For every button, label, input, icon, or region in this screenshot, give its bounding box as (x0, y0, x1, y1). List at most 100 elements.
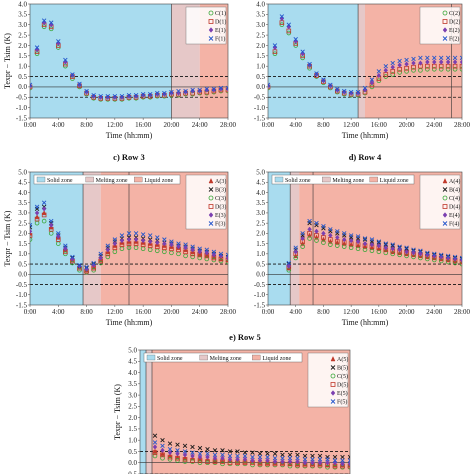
legend-marker (442, 36, 448, 41)
point-f4 (404, 245, 409, 250)
panel-b: -1.5 -1.0 -0.5 0.0 0.5 1.0 1.5 2.0 2.5 3.0 3.5 4.0 0… (254, 0, 471, 140)
series-legend-box (307, 352, 349, 408)
point-e4 (355, 238, 361, 245)
point-f5 (175, 448, 180, 453)
point-e4 (328, 232, 333, 239)
point-a5 (175, 454, 180, 460)
point-f1 (56, 39, 61, 44)
point-e5 (280, 458, 285, 465)
zone-legend-label: Melting zone (332, 178, 364, 184)
x-tick-label: 20:00 (163, 308, 179, 316)
point-f4 (307, 218, 312, 224)
point-f5 (332, 458, 338, 463)
point-b5 (197, 445, 203, 451)
point-b5 (265, 451, 270, 456)
point-e3 (30, 228, 33, 235)
y-tick-label: 2.5 (256, 219, 265, 227)
point-f1 (77, 81, 82, 87)
solid-zone-band (140, 350, 146, 474)
point-f4 (348, 233, 354, 238)
x-axis-label: Time (hh:mm) (106, 318, 153, 327)
point-f3 (162, 237, 167, 242)
series-legend-label: D(3) (215, 204, 226, 211)
point-e3 (162, 240, 167, 247)
point-e3 (183, 245, 188, 251)
point-f3 (155, 235, 160, 240)
legend-marker (442, 204, 448, 209)
point-e5 (212, 455, 218, 461)
legend-marker (442, 187, 448, 192)
y-tick-label: 0.5 (18, 73, 27, 81)
point-f2 (445, 55, 451, 61)
point-c4 (459, 261, 462, 267)
point-f2 (362, 85, 368, 91)
series-legend: A(3) B(3)C(3) D(3)E(3) F(3) (185, 174, 226, 230)
point-f3 (91, 260, 96, 266)
point-f2 (390, 60, 395, 66)
zone-legend-swatch (274, 176, 284, 183)
point-e4 (369, 241, 375, 248)
legend-marker (442, 27, 448, 33)
data-points (30, 18, 228, 102)
point-f4 (452, 254, 458, 260)
point-f1 (112, 94, 118, 99)
zone-legend-label: Liquid zone (380, 178, 409, 184)
point-f2 (411, 56, 416, 62)
x-tick-label: 16:00 (371, 121, 387, 129)
point-e3 (41, 206, 47, 212)
y-tick-label: -1.0 (254, 104, 266, 112)
point-b5 (227, 449, 233, 454)
x-tick-label: 24:00 (192, 121, 208, 129)
y-tick-label: 4.5 (128, 358, 137, 366)
point-b4 (390, 243, 395, 248)
point-e2 (390, 64, 395, 70)
point-f2 (286, 22, 292, 27)
point-e1 (169, 90, 174, 96)
point-e4 (411, 250, 416, 256)
x-axis-label: Time (hh:mm) (342, 318, 389, 327)
point-f1 (147, 91, 153, 97)
x-tick-label: 4:00 (52, 121, 65, 129)
point-e4 (376, 242, 382, 249)
point-f1 (133, 92, 139, 98)
point-e2 (355, 90, 361, 96)
point-b4 (376, 240, 382, 245)
y-tick-label: 3.0 (256, 21, 265, 29)
point-f5 (257, 454, 263, 460)
series-legend-label: A(3) (215, 178, 226, 185)
point-c3 (105, 254, 111, 260)
point-f1 (176, 88, 181, 94)
y-tick-label: -0.5 (126, 470, 138, 474)
x-tick-label: 8:00 (80, 121, 93, 129)
point-e3 (112, 240, 118, 247)
point-f4 (369, 237, 375, 242)
y-axis-label: Texpr − Tsim (K) (3, 210, 12, 266)
point-e4 (321, 230, 326, 237)
point-e2 (445, 59, 451, 65)
point-c2 (390, 72, 396, 77)
point-e5 (325, 460, 330, 466)
y-tick-label: 3.0 (128, 391, 137, 399)
y-tick-label: -0.5 (16, 281, 28, 289)
point-c3 (41, 218, 47, 224)
y-tick-label: 1.5 (256, 52, 265, 60)
point-e4 (362, 240, 368, 247)
series-legend-label: F(1) (215, 36, 225, 43)
zone-legend-swatch (369, 176, 378, 183)
y-tick-label: 2.5 (128, 403, 137, 411)
point-e2 (452, 59, 458, 65)
x-tick-label: 20:00 (399, 121, 415, 129)
point-e5 (190, 453, 195, 459)
point-c4 (328, 242, 333, 247)
y-tick-label: 1.5 (128, 425, 137, 433)
y-tick-label: 2.0 (256, 230, 265, 238)
panel-e: -0.5 0.0 0.5 1.0 1.5 2.0 2.5 3.0 3.5 4.0 4.5 5.0 Tex… (113, 332, 351, 474)
point-f5 (167, 446, 173, 452)
series-legend-box (419, 6, 461, 45)
zone-legend-box (271, 174, 415, 185)
point-d2 (459, 63, 462, 69)
x-tick-label: 16:00 (371, 308, 387, 316)
y-tick-label: -1.0 (16, 291, 28, 299)
point-e1 (84, 89, 89, 95)
